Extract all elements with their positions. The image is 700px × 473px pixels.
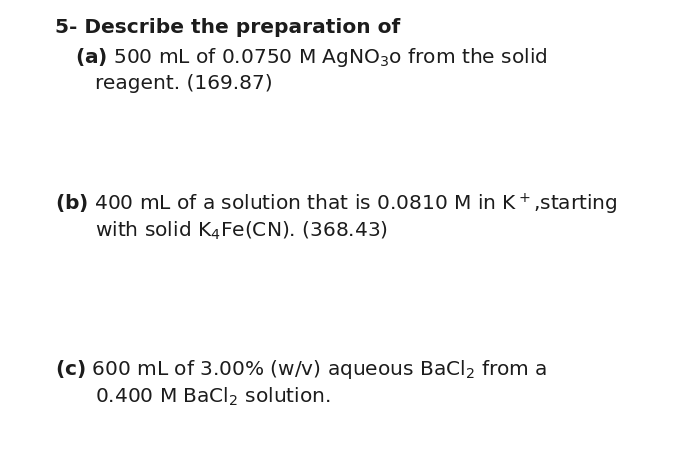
Text: with solid K$_4$Fe(CN). (368.43): with solid K$_4$Fe(CN). (368.43) <box>95 220 388 242</box>
Text: 0.400 M BaCl$_2$ solution.: 0.400 M BaCl$_2$ solution. <box>95 386 330 408</box>
Text: $\mathbf{(c)}$ 600 mL of 3.00% (w/v) aqueous BaCl$_2$ from a: $\mathbf{(c)}$ 600 mL of 3.00% (w/v) aqu… <box>55 358 547 381</box>
Text: $\mathbf{(a)}$ 500 mL of 0.0750 M AgNO$_3$o from the solid: $\mathbf{(a)}$ 500 mL of 0.0750 M AgNO$_… <box>75 46 547 69</box>
Text: $\mathbf{(b)}$ 400 mL of a solution that is 0.0810 M in K$^+$,starting: $\mathbf{(b)}$ 400 mL of a solution that… <box>55 192 617 217</box>
Text: 5- Describe the preparation of: 5- Describe the preparation of <box>55 18 400 37</box>
Text: reagent. (169.87): reagent. (169.87) <box>95 74 272 93</box>
